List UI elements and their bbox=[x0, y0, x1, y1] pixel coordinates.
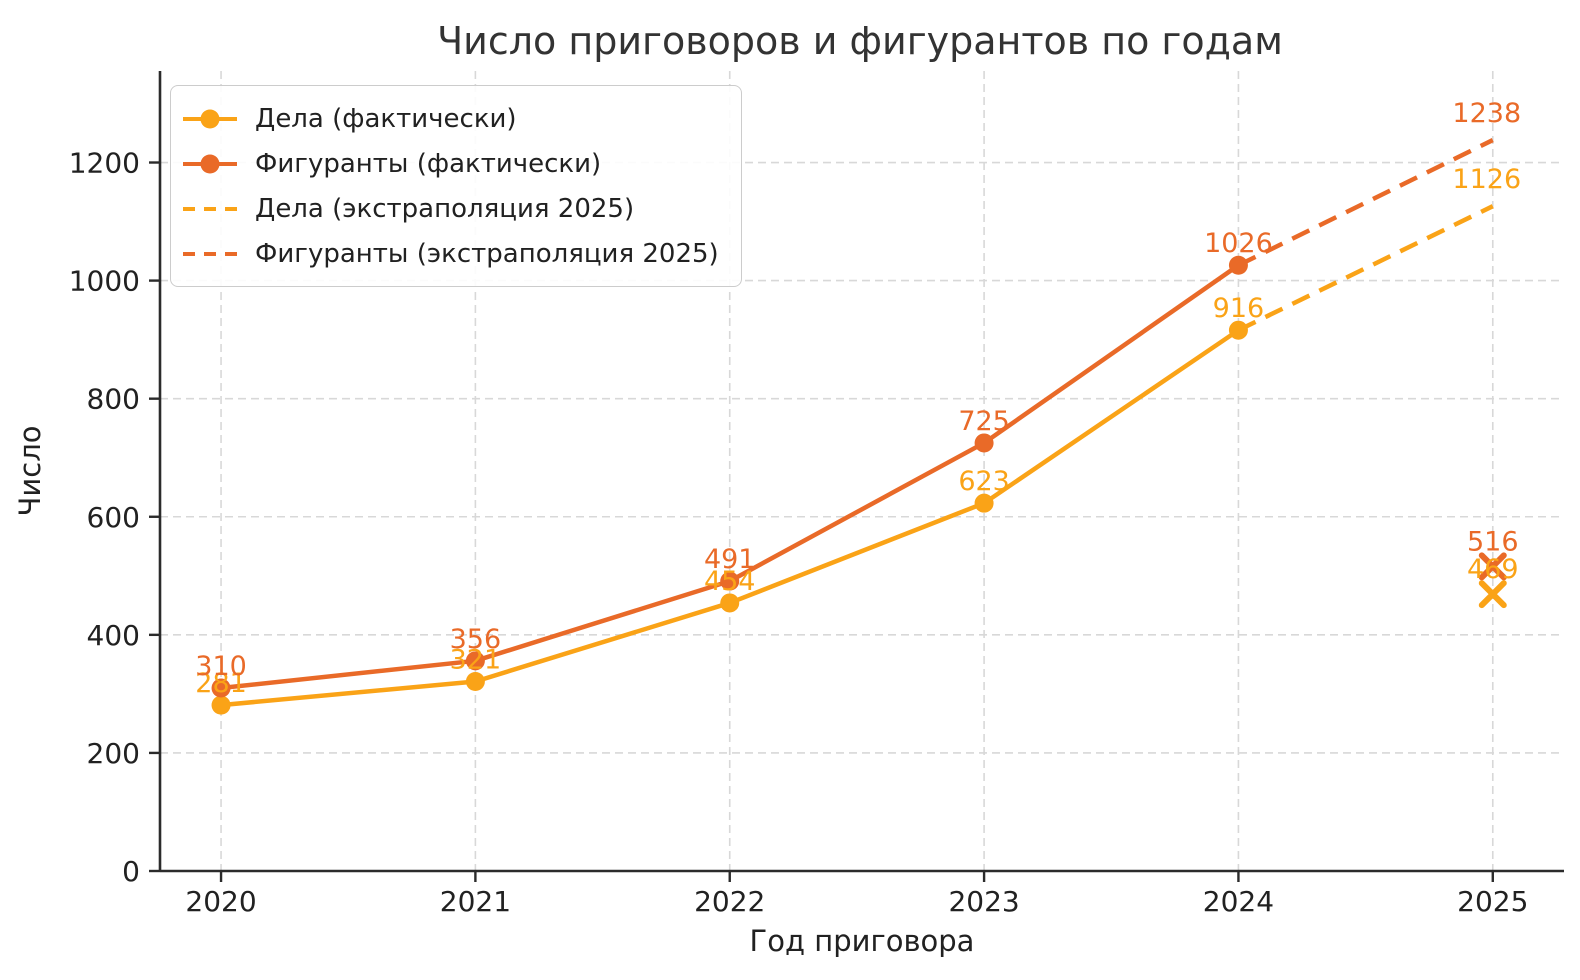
x-marker-value-label: 469 bbox=[1467, 554, 1519, 585]
extrapolation-line-defendants bbox=[1237, 138, 1494, 268]
data-point-marker bbox=[974, 493, 994, 513]
y-tick-label: 1200 bbox=[69, 147, 140, 180]
value-label: 916 bbox=[1213, 293, 1265, 324]
gridlines bbox=[160, 71, 1564, 871]
y-tick-label: 800 bbox=[87, 383, 140, 416]
data-point-marker bbox=[465, 671, 485, 691]
value-label: 310 bbox=[195, 651, 247, 682]
legend-swatch-solid-line-icon bbox=[183, 154, 237, 174]
x-tick-label: 2023 bbox=[948, 885, 1019, 918]
x-marker-2025 bbox=[1478, 580, 1507, 609]
value-labels: 1126 1238 281 321 454 623 916 310 356 491 725 1026 4… bbox=[195, 98, 1521, 699]
value-label: 725 bbox=[958, 406, 1010, 437]
value-label: 1026 bbox=[1204, 228, 1273, 259]
axes bbox=[149, 71, 1564, 882]
extrapolation-value-label: 1238 bbox=[1452, 98, 1521, 129]
legend-item-defendants-actual: Фигуранты (фактически) bbox=[183, 143, 719, 184]
legend-item-cases-extrapolation: Дела (экстраполяция 2025) bbox=[183, 188, 719, 229]
value-label: 356 bbox=[450, 624, 502, 655]
extrapolation-line-cases bbox=[1237, 204, 1494, 333]
value-label: 281 bbox=[195, 668, 247, 699]
x-tick-label: 2022 bbox=[694, 885, 765, 918]
data-point-marker bbox=[1228, 255, 1248, 275]
value-label: 454 bbox=[704, 566, 756, 597]
extrapolation-value-label: 1126 bbox=[1452, 164, 1521, 195]
legend-swatch-dashed-line-icon bbox=[183, 244, 237, 264]
legend-item-defendants-extrapolation: Фигуранты (экстраполяция 2025) bbox=[183, 233, 719, 274]
chart-legend: Дела (фактически) Фигуранты (фактически)… bbox=[170, 85, 742, 287]
data-point-marker bbox=[211, 678, 231, 698]
data-point-marker bbox=[720, 571, 740, 591]
data-point-marker bbox=[465, 651, 485, 671]
x-axis-label: Год приговора bbox=[750, 924, 975, 958]
x-marker-value-label: 516 bbox=[1467, 526, 1519, 557]
legend-item-label: Фигуранты (фактически) bbox=[255, 148, 602, 179]
value-label: 321 bbox=[450, 644, 502, 675]
tick-labels: 2020 2021 2022 2023 2024 2025 0 200 400 600 800 100… bbox=[69, 147, 1529, 918]
legend-item-label: Фигуранты (экстраполяция 2025) bbox=[255, 238, 719, 269]
data-point-marker bbox=[211, 695, 231, 715]
x-tick-label: 2020 bbox=[185, 885, 256, 918]
y-axis-label: Число bbox=[13, 426, 47, 517]
x-tick-label: 2025 bbox=[1457, 885, 1528, 918]
legend-item-label: Дела (экстраполяция 2025) bbox=[255, 193, 635, 224]
legend-swatch-solid-line-icon bbox=[183, 109, 237, 129]
x-marker-2025 bbox=[1478, 552, 1507, 581]
data-point-marker bbox=[720, 593, 740, 613]
y-tick-label: 400 bbox=[87, 619, 140, 652]
y-tick-label: 1000 bbox=[69, 265, 140, 298]
value-label: 491 bbox=[704, 544, 756, 575]
legend-item-label: Дела (фактически) bbox=[255, 103, 517, 134]
data-series bbox=[211, 138, 1507, 715]
data-point-marker bbox=[974, 433, 994, 453]
x-tick-label: 2024 bbox=[1203, 885, 1274, 918]
chart-title: Число приговоров и фигурантов по годам bbox=[437, 19, 1283, 63]
data-point-marker bbox=[1228, 320, 1248, 340]
y-tick-label: 200 bbox=[87, 737, 140, 770]
y-tick-label: 0 bbox=[122, 855, 140, 888]
legend-swatch-dashed-line-icon bbox=[183, 199, 237, 219]
value-label: 623 bbox=[958, 466, 1010, 497]
y-tick-label: 600 bbox=[87, 501, 140, 534]
legend-item-cases-actual: Дела (фактически) bbox=[183, 98, 719, 139]
x-tick-label: 2021 bbox=[440, 885, 511, 918]
